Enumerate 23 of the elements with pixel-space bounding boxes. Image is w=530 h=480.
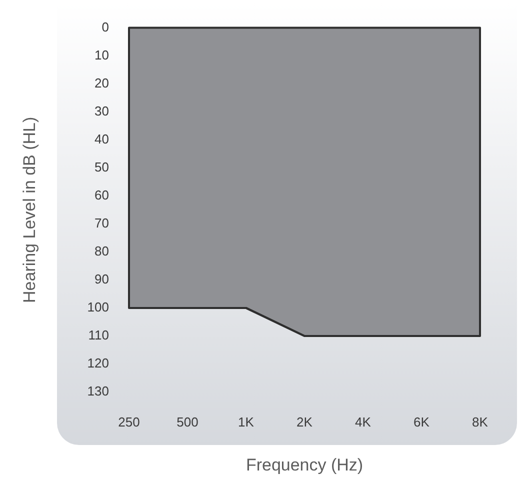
y-tick-label: 70 — [94, 215, 109, 230]
y-tick-label: 20 — [94, 75, 109, 90]
y-tick-label: 100 — [87, 300, 109, 315]
x-tick-label: 6K — [414, 414, 430, 430]
x-tick-label: 1K — [238, 414, 254, 430]
x-tick-label: 8K — [472, 414, 488, 430]
y-tick-label: 130 — [87, 384, 109, 399]
y-tick-label: 110 — [88, 328, 109, 343]
x-tick-label: 2K — [296, 414, 313, 430]
x-tick-label: 250 — [118, 414, 140, 430]
y-tick-label: 90 — [94, 272, 109, 287]
x-axis-title: Frequency (Hz) — [246, 455, 364, 474]
y-tick-label: 0 — [102, 19, 109, 34]
x-tick-label: 500 — [176, 414, 198, 430]
y-tick-label: 30 — [94, 103, 109, 118]
x-tick-label: 4K — [355, 414, 372, 430]
y-tick-label: 10 — [94, 47, 109, 62]
y-tick-label: 80 — [94, 244, 109, 258]
y-axis-title: Hearing Level in dB (HL) — [20, 116, 39, 303]
y-tick-label: 50 — [94, 159, 109, 174]
y-tick-label: 120 — [87, 356, 109, 371]
y-tick-label: 60 — [94, 187, 109, 202]
y-tick-label: 40 — [94, 131, 109, 146]
